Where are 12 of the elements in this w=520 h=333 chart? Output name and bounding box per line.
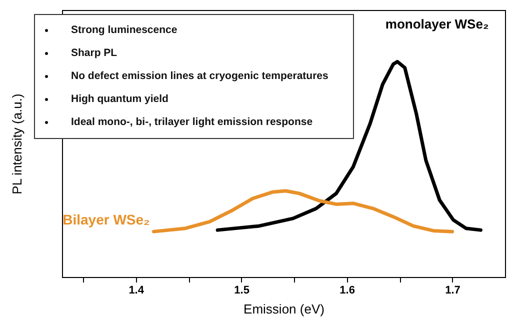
x-tick-label: 1.7 [445, 284, 460, 296]
annotation: No defect emission lines at cryogenic temperatures [71, 70, 328, 82]
annotation: Ideal mono-, bi-, trilayer light emission response [71, 116, 313, 128]
x-tick-label: 1.6 [340, 284, 355, 296]
y-axis-title: PL intensity (a.u.) [10, 94, 24, 194]
text-box: Strong luminescence Sharp PL No defect emission lines at cryogenic temperatures High quantum yield Ideal mono-, bi-, trilayer light emission response [34, 14, 354, 139]
annotation: High quantum yield [71, 93, 168, 105]
text: monolayer WSe₂ [385, 16, 489, 32]
x-tick-label: 1.4 [128, 284, 145, 296]
series-label: Bilayer WSe₂ [62, 212, 150, 228]
x-tick-label: 1.5 [234, 284, 250, 296]
x-axis-title: Emission (eV) [244, 302, 324, 316]
